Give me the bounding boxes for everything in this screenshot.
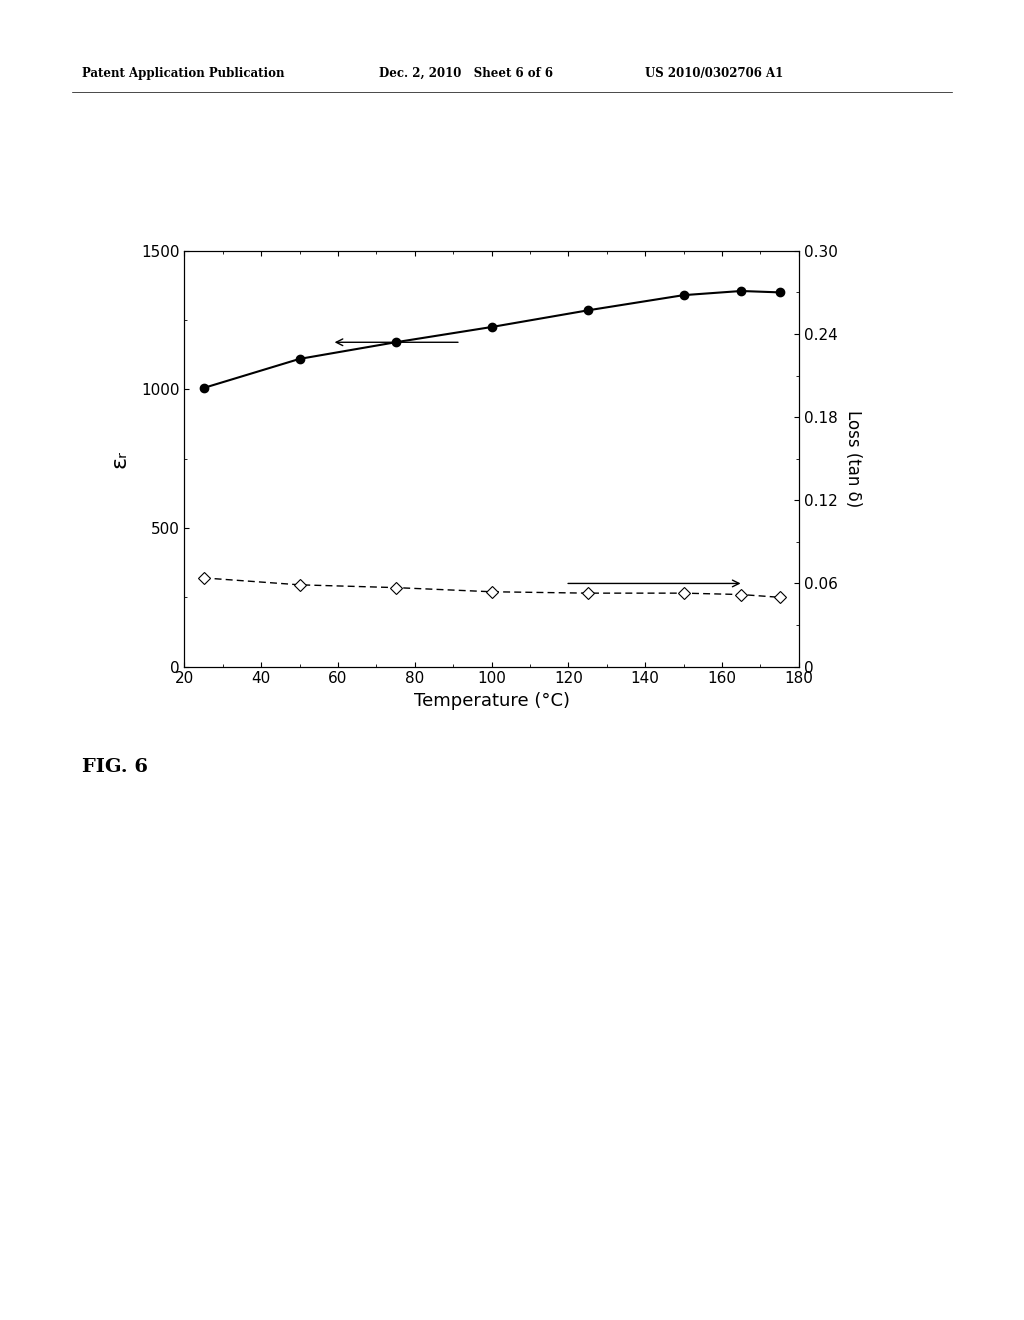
Text: FIG. 6: FIG. 6 xyxy=(82,758,147,776)
Y-axis label: Loss (tan δ): Loss (tan δ) xyxy=(845,411,862,507)
Text: Patent Application Publication: Patent Application Publication xyxy=(82,66,285,79)
Y-axis label: εᵣ: εᵣ xyxy=(110,450,130,467)
Text: Dec. 2, 2010   Sheet 6 of 6: Dec. 2, 2010 Sheet 6 of 6 xyxy=(379,66,553,79)
X-axis label: Temperature (°C): Temperature (°C) xyxy=(414,692,569,710)
Text: US 2010/0302706 A1: US 2010/0302706 A1 xyxy=(645,66,783,79)
